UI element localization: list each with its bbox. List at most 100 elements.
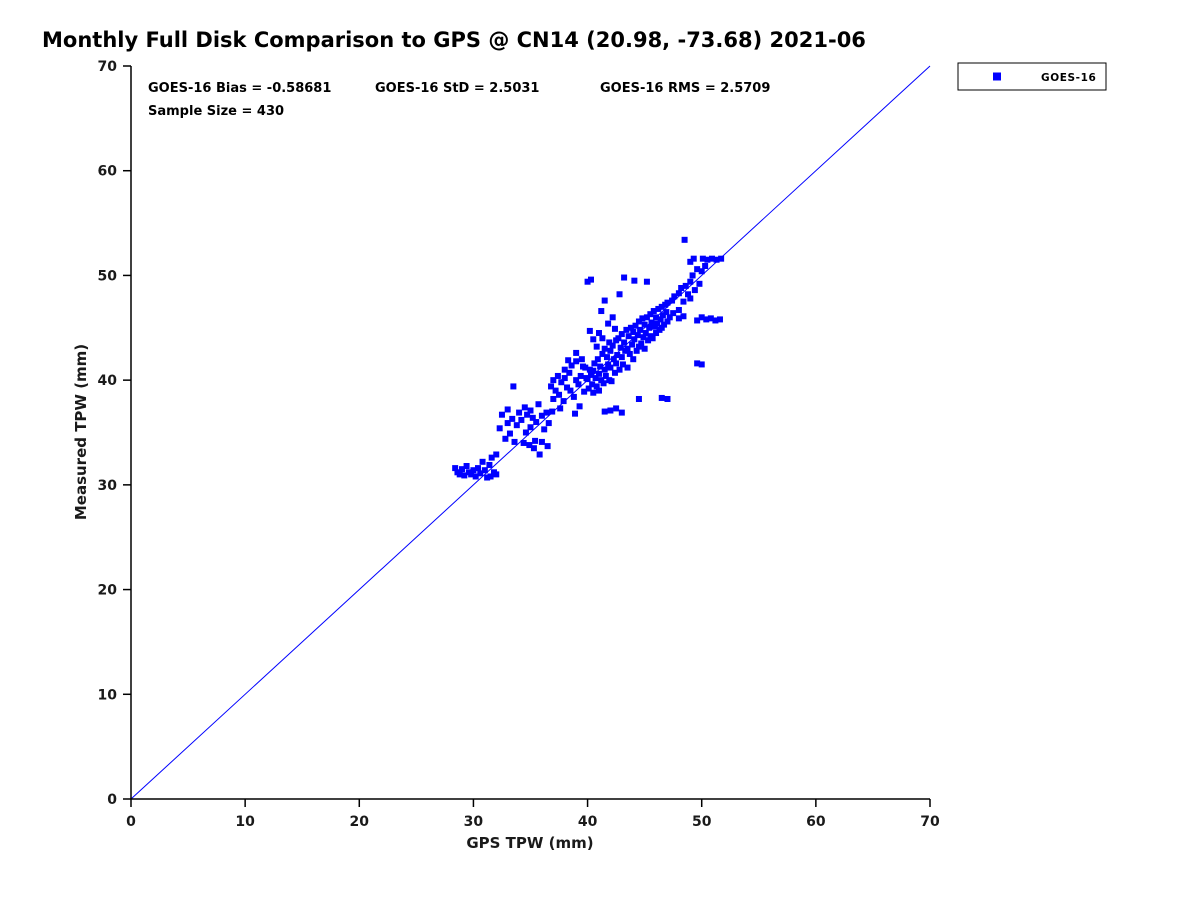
- scatter-point: [607, 364, 614, 371]
- y-tick-label: 50: [98, 268, 118, 284]
- scatter-point: [649, 335, 656, 342]
- y-tick-label: 0: [107, 792, 117, 808]
- x-tick-label: 40: [578, 814, 598, 830]
- scatter-point: [587, 276, 594, 283]
- scatter-point: [643, 314, 650, 321]
- scatter-point: [696, 280, 703, 287]
- scatter-point: [472, 473, 479, 480]
- scatter-point: [654, 320, 661, 327]
- scatter-point: [631, 277, 638, 284]
- scatter-point: [567, 387, 574, 394]
- scatter-point: [698, 361, 705, 368]
- scatter-point: [568, 362, 575, 369]
- identity-reference-line: [130, 65, 931, 800]
- scatter-point: [658, 303, 665, 310]
- scatter-point: [613, 405, 620, 412]
- scatter-point: [577, 372, 584, 379]
- scatter-point: [616, 291, 623, 298]
- scatter-point: [585, 385, 592, 392]
- scatter-point: [638, 340, 645, 347]
- scatter-point: [655, 305, 662, 312]
- scatter-point: [637, 326, 644, 333]
- scatter-point: [538, 412, 545, 419]
- scatter-point: [552, 387, 559, 394]
- x-tick-label: 30: [464, 814, 484, 830]
- scatter-point: [561, 375, 568, 382]
- scatter-point: [598, 377, 605, 384]
- scatter-point: [621, 274, 628, 281]
- scatter-point: [459, 466, 466, 473]
- legend-marker-goes16-icon: [993, 72, 1001, 81]
- scatter-point: [526, 442, 533, 449]
- scatter-point: [584, 376, 591, 383]
- x-axis-ticks: 0 10 20 30 40 50 60 70: [126, 799, 940, 830]
- scatter-point: [601, 408, 608, 415]
- scatter-point: [586, 327, 593, 334]
- x-tick-label: 20: [350, 814, 370, 830]
- scatter-point: [548, 383, 555, 390]
- scatter-point: [694, 317, 701, 324]
- scatter-point: [504, 406, 511, 413]
- scatter-point: [549, 408, 556, 415]
- scatter-point: [650, 308, 657, 315]
- scatter-point: [573, 349, 580, 356]
- scatter-point: [479, 458, 486, 465]
- scatter-point: [599, 350, 606, 357]
- scatter-point: [634, 332, 641, 339]
- scatter-point: [573, 358, 580, 365]
- scatter-point: [653, 314, 660, 321]
- scatter-point: [573, 377, 580, 384]
- scatter-point: [576, 403, 583, 410]
- scatter-point: [648, 319, 655, 326]
- scatter-point: [607, 407, 614, 414]
- scatter-point: [625, 333, 632, 340]
- scatter-point: [690, 255, 697, 262]
- scatter-point: [597, 363, 604, 370]
- scatter-point: [496, 425, 503, 432]
- scatter-point: [592, 375, 599, 382]
- scatter-point: [615, 335, 622, 342]
- scatter-point: [513, 422, 520, 429]
- scatter-point: [608, 378, 615, 385]
- scatter-point: [533, 419, 540, 426]
- scatter-point: [687, 258, 694, 265]
- scatter-point: [468, 471, 475, 478]
- scatter-point: [603, 354, 610, 361]
- scatter-point: [593, 343, 600, 350]
- scatter-point: [595, 370, 602, 377]
- scatter-point: [670, 310, 677, 317]
- scatter-point: [586, 366, 593, 373]
- scatter-point: [703, 316, 710, 323]
- scatter-point: [691, 287, 698, 294]
- scatter-point: [504, 420, 511, 427]
- scatter-point: [550, 395, 557, 402]
- scatter-point: [675, 315, 682, 322]
- y-tick-label: 20: [98, 583, 118, 599]
- scatter-point: [461, 472, 468, 479]
- x-tick-label: 60: [806, 814, 826, 830]
- scatter-point: [605, 320, 612, 327]
- scatter-point: [613, 360, 620, 367]
- scatter-point: [561, 366, 568, 373]
- x-tick-label: 0: [126, 814, 136, 830]
- scatter-point: [595, 387, 602, 394]
- scatter-point: [631, 336, 638, 343]
- annotation-std: GOES-16 StD = 2.5031: [375, 81, 539, 96]
- scatter-point: [556, 391, 563, 398]
- scatter-point: [669, 297, 676, 304]
- scatter-point: [682, 282, 689, 289]
- y-tick-label: 40: [98, 373, 118, 389]
- scatter-point: [635, 395, 642, 402]
- scatter-point: [560, 398, 567, 405]
- scatter-point: [506, 430, 513, 437]
- annotation-sample-size: Sample Size = 430: [148, 104, 284, 119]
- scatter-point: [630, 328, 637, 335]
- x-tick-label: 70: [920, 814, 940, 830]
- scatter-point: [617, 344, 624, 351]
- scatter-point: [521, 404, 528, 411]
- scatter-point: [536, 451, 543, 458]
- scatter-point: [675, 290, 682, 297]
- scatter-point: [685, 291, 692, 298]
